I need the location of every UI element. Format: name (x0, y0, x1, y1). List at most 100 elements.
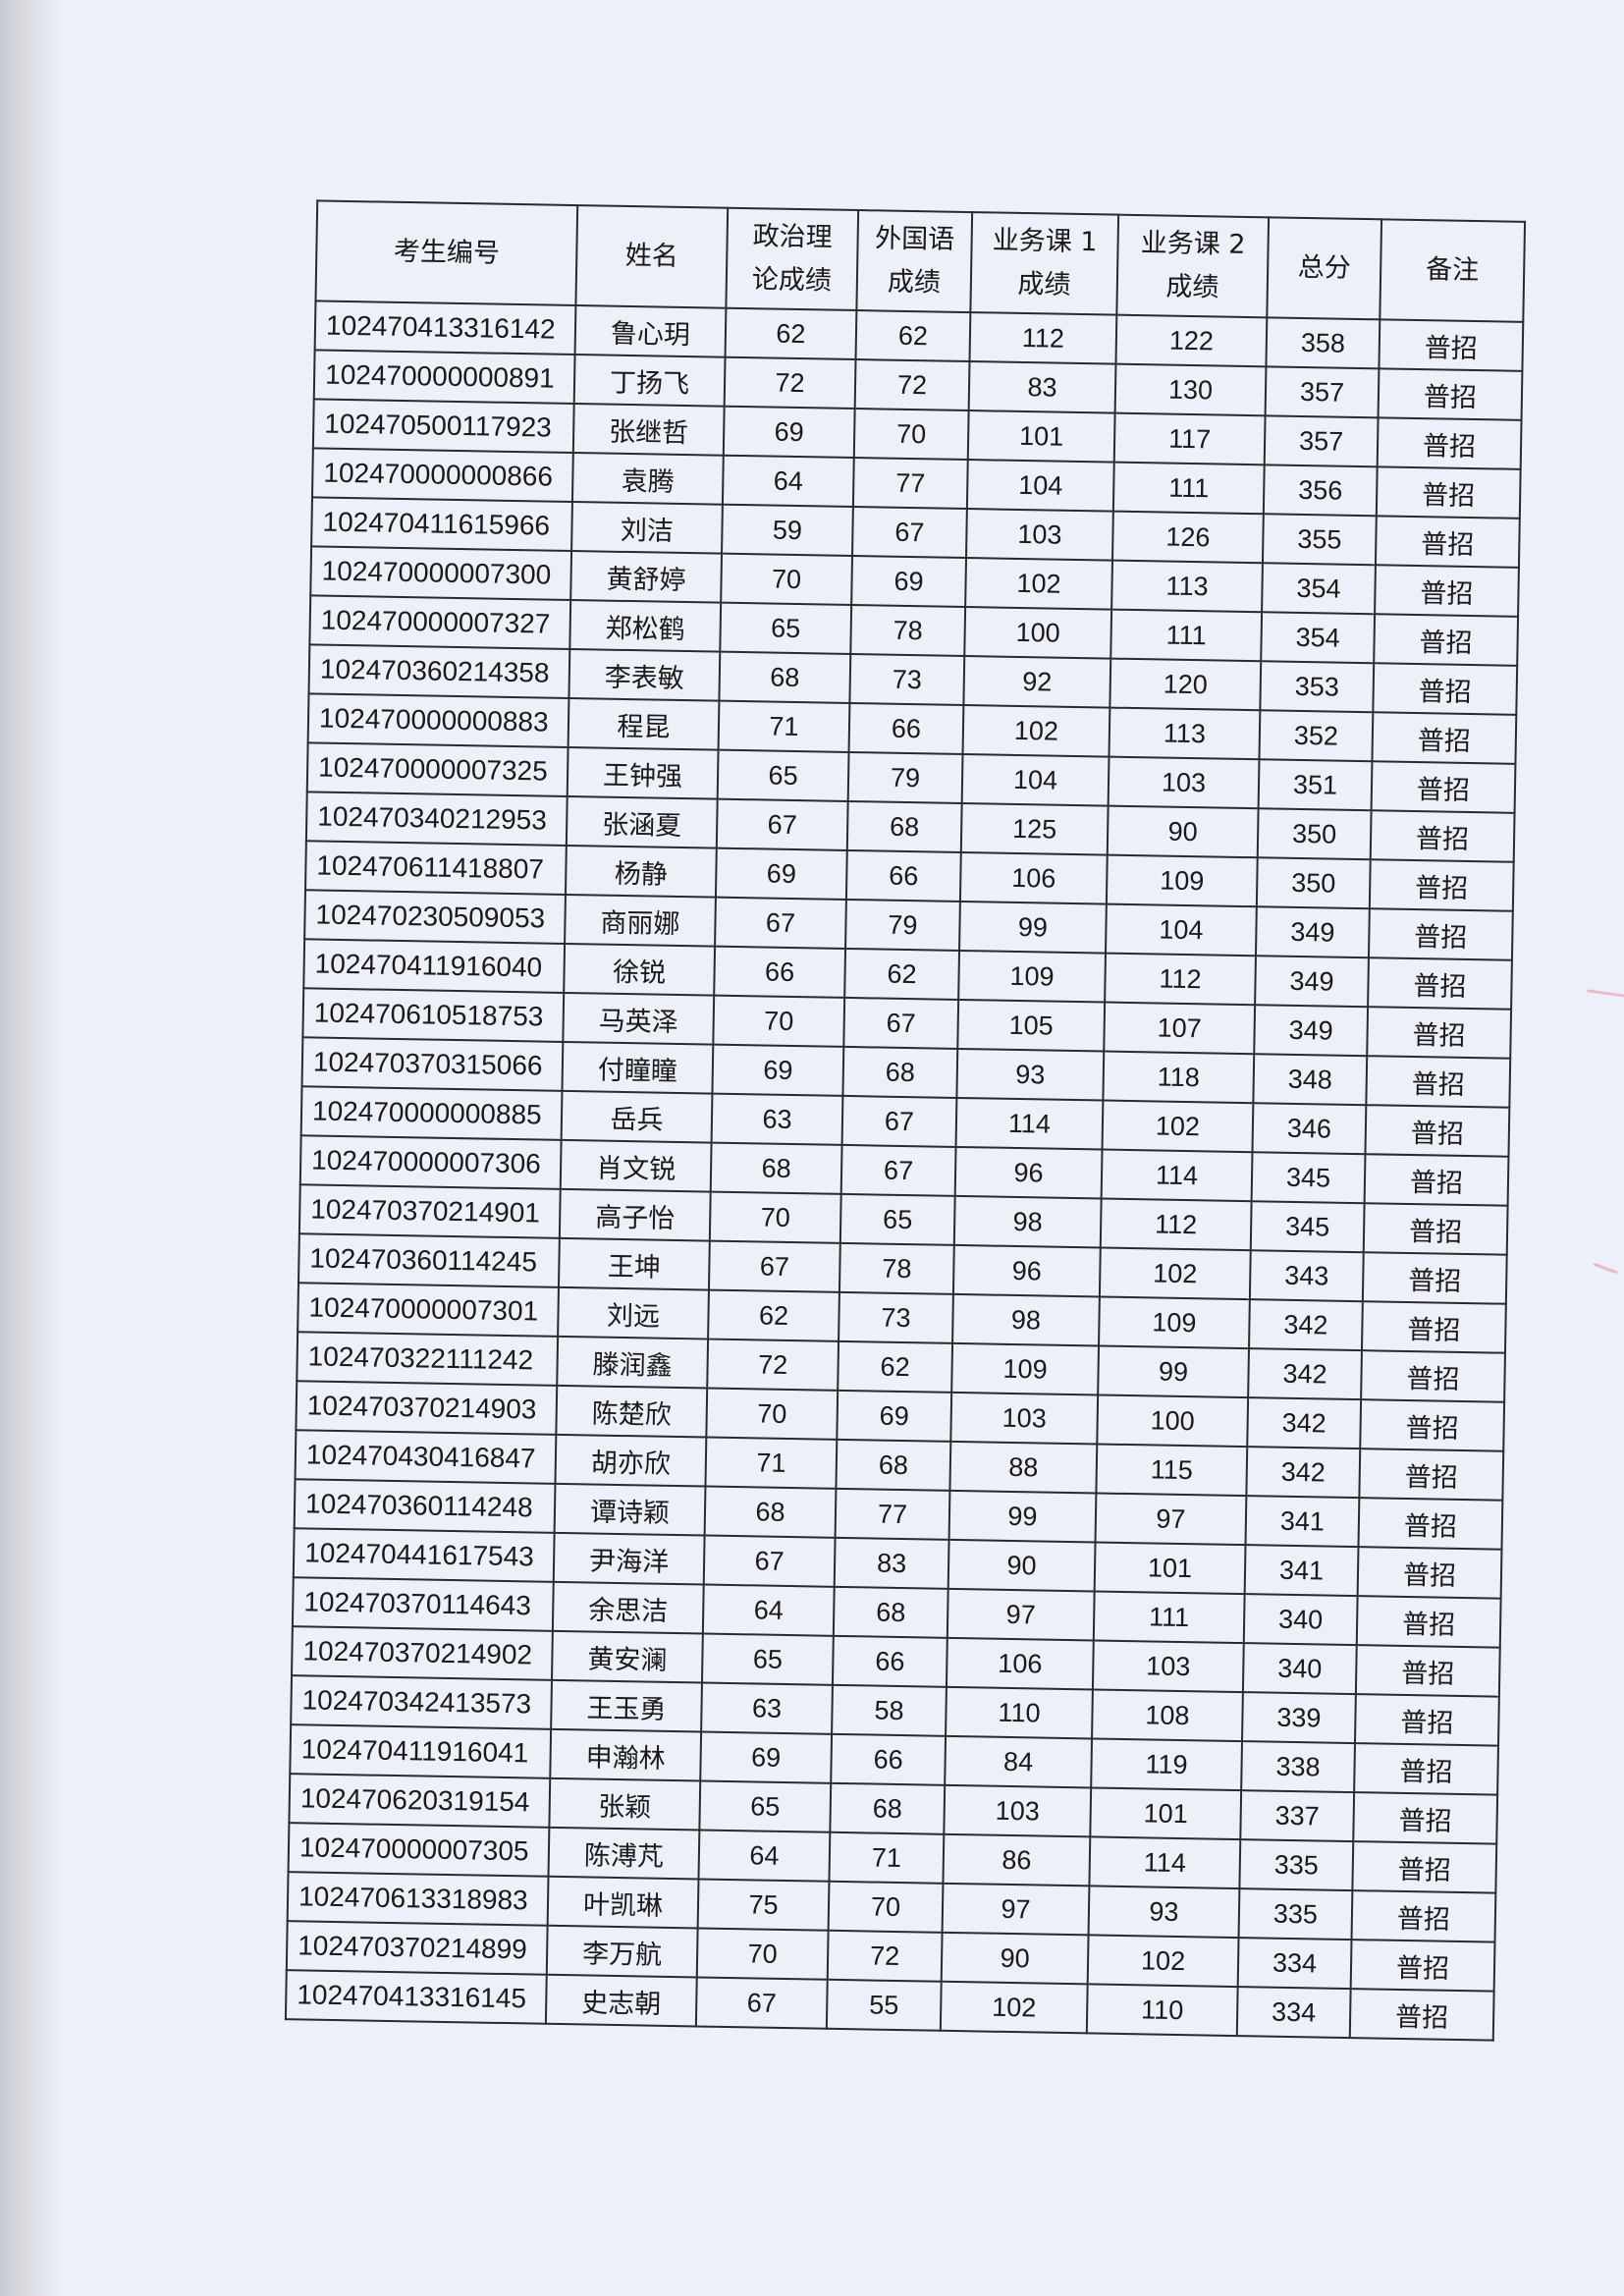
cell-major1-score: 110 (946, 1686, 1093, 1739)
cell-foreign-language-score: 67 (841, 1095, 957, 1147)
cell-major2-score: 102 (1099, 1247, 1251, 1300)
cell-major1-score: 97 (942, 1883, 1090, 1936)
cell-major2-score: 126 (1111, 511, 1264, 564)
cell-politics-score: 67 (695, 1977, 828, 2029)
cell-politics-score: 65 (701, 1633, 834, 1685)
cell-exam-id: 102470340212953 (305, 792, 568, 846)
cell-exam-id: 102470370214899 (286, 1921, 548, 1975)
cell-major1-score: 114 (955, 1097, 1104, 1150)
cell-exam-id: 102470000007306 (299, 1135, 562, 1189)
cell-foreign-language-score: 73 (849, 653, 965, 705)
cell-exam-id: 102470360214358 (308, 644, 570, 698)
cell-total-score: 353 (1260, 661, 1375, 713)
cell-remark: 普招 (1368, 957, 1512, 1010)
cell-name: 余思洁 (552, 1581, 704, 1634)
cell-foreign-language-score: 70 (828, 1881, 944, 1933)
cell-politics-score: 65 (699, 1780, 832, 1832)
cell-foreign-language-score: 67 (843, 997, 959, 1049)
cell-politics-score: 71 (705, 1437, 838, 1489)
cell-total-score: 342 (1246, 1447, 1361, 1499)
score-table: 考生编号 姓名 政治理 论成绩 外国语 成绩 业务课 1 成绩 业务课 2 成绩 总分 备注 1024… (285, 199, 1526, 2041)
cell-exam-id: 102470610518753 (302, 988, 565, 1042)
cell-major1-score: 84 (945, 1735, 1093, 1788)
cell-remark: 普招 (1372, 712, 1517, 764)
cell-politics-score: 64 (702, 1584, 835, 1636)
cell-major2-score: 90 (1107, 805, 1259, 858)
cell-major1-score: 93 (956, 1048, 1105, 1101)
column-header-politics-score: 政治理 论成绩 (726, 207, 859, 311)
column-header-line: 外国语 (874, 223, 955, 255)
cell-politics-score: 72 (724, 356, 856, 410)
cell-major1-score: 100 (964, 607, 1112, 659)
column-header-line: 成绩 (1165, 271, 1219, 303)
cell-exam-id: 102470500117923 (312, 399, 574, 454)
cell-politics-score: 70 (721, 553, 853, 605)
cell-major1-score: 96 (954, 1146, 1103, 1199)
cell-name: 岳兵 (561, 1090, 713, 1143)
cell-politics-score: 69 (712, 1044, 844, 1096)
cell-major2-score: 112 (1100, 1198, 1252, 1251)
cell-foreign-language-score: 65 (839, 1193, 955, 1245)
cell-major2-score: 120 (1110, 658, 1262, 711)
cell-politics-score: 72 (707, 1339, 839, 1391)
stray-mark (1586, 989, 1624, 998)
cell-major1-score: 103 (944, 1784, 1092, 1837)
cell-name: 黄舒婷 (570, 550, 723, 603)
cell-major2-score: 112 (1105, 953, 1256, 1006)
cell-name: 王玉勇 (551, 1679, 702, 1732)
cell-name: 张继哲 (572, 404, 725, 456)
cell-major2-score: 93 (1088, 1886, 1240, 1939)
cell-total-score: 351 (1258, 759, 1373, 811)
cell-remark: 普招 (1350, 1940, 1495, 1992)
column-header-line: 政治理 (752, 221, 833, 253)
score-sheet: 考生编号 姓名 政治理 论成绩 外国语 成绩 业务课 1 成绩 业务课 2 成绩 总分 备注 1024… (285, 199, 1526, 2041)
cell-exam-id: 102470322111242 (297, 1332, 559, 1386)
cell-remark: 普招 (1355, 1645, 1500, 1697)
cell-total-score: 355 (1262, 514, 1377, 566)
cell-foreign-language-score: 66 (845, 849, 961, 902)
cell-exam-id: 102470413316142 (314, 301, 576, 355)
cell-name: 商丽娜 (565, 894, 716, 947)
cell-exam-id: 102470000000891 (313, 350, 575, 405)
column-header-line: 成绩 (1017, 268, 1071, 301)
cell-exam-id: 102470000000866 (311, 448, 573, 503)
cell-remark: 普招 (1375, 565, 1519, 617)
cell-major1-score: 83 (968, 361, 1116, 413)
cell-politics-score: 59 (722, 504, 853, 556)
cell-name: 李万航 (546, 1925, 698, 1978)
cell-foreign-language-score: 77 (852, 458, 968, 510)
cell-exam-id: 102470411916041 (290, 1724, 552, 1778)
cell-major2-score: 130 (1114, 363, 1267, 416)
cell-remark: 普招 (1379, 319, 1524, 371)
cell-foreign-language-score: 77 (835, 1488, 950, 1540)
cell-total-score: 346 (1252, 1103, 1367, 1155)
cell-name: 王坤 (558, 1237, 710, 1290)
cell-remark: 普招 (1374, 614, 1519, 666)
cell-major2-score: 100 (1097, 1394, 1249, 1448)
cell-major2-score: 114 (1101, 1149, 1253, 1202)
cell-remark: 普招 (1365, 1105, 1510, 1157)
cell-name: 肖文锐 (560, 1139, 712, 1192)
column-header-major1-score: 业务课 1 成绩 (970, 212, 1119, 315)
cell-total-score: 352 (1259, 710, 1374, 762)
column-header-line: 业务课 2 (1140, 228, 1246, 260)
cell-total-score: 345 (1251, 1152, 1366, 1204)
stray-mark (1593, 1262, 1618, 1275)
cell-name: 袁腾 (571, 453, 724, 505)
cell-total-score: 354 (1261, 612, 1376, 664)
cell-exam-id: 102470230509053 (304, 890, 566, 944)
cell-politics-score: 62 (708, 1289, 839, 1341)
cell-foreign-language-score: 78 (839, 1242, 954, 1294)
cell-total-score: 357 (1265, 366, 1380, 418)
cell-major2-score: 108 (1092, 1689, 1243, 1742)
cell-total-score: 342 (1248, 1348, 1362, 1400)
cell-exam-id: 102470370214901 (298, 1184, 561, 1238)
cell-major1-score: 103 (950, 1392, 1099, 1445)
cell-total-score: 345 (1250, 1201, 1365, 1253)
cell-major2-score: 119 (1091, 1738, 1243, 1791)
cell-major2-score: 99 (1098, 1345, 1250, 1398)
cell-total-score: 337 (1240, 1790, 1355, 1842)
cell-total-score: 340 (1243, 1594, 1358, 1646)
cell-foreign-language-score: 79 (845, 899, 960, 951)
cell-remark: 普招 (1378, 368, 1523, 420)
